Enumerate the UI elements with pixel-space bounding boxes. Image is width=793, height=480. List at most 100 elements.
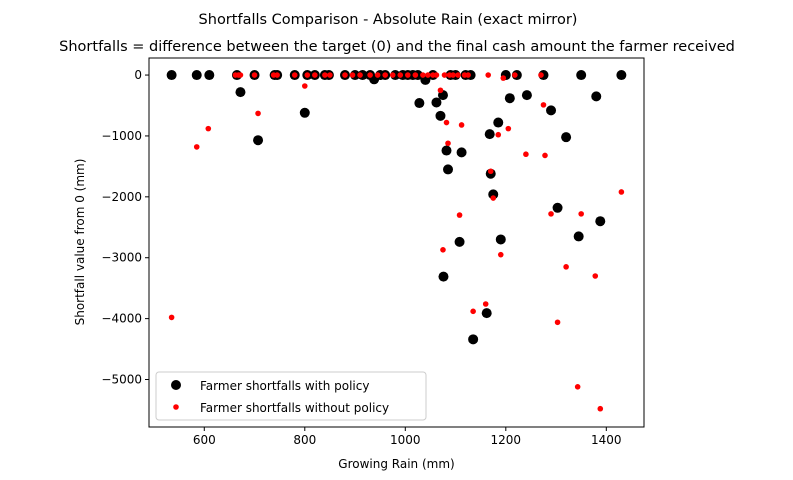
point-with-policy xyxy=(456,147,467,158)
point-without-policy xyxy=(255,110,261,117)
point-without-policy xyxy=(237,72,244,78)
point-without-policy xyxy=(465,72,471,78)
x-tick-label: 1400 xyxy=(591,433,622,447)
point-without-policy xyxy=(456,212,463,218)
y-tick-label: −4000 xyxy=(101,312,142,326)
y-tick-label: −1000 xyxy=(101,129,142,143)
y-tick-label: 0 xyxy=(134,68,142,82)
point-without-policy xyxy=(554,319,561,326)
y-tick-label: −3000 xyxy=(101,251,142,265)
point-without-policy xyxy=(482,301,489,307)
legend-label-with-policy: Farmer shortfalls with policy xyxy=(200,379,369,393)
point-without-policy xyxy=(440,247,446,253)
x-axis-label: Growing Rain (mm) xyxy=(338,457,454,471)
point-without-policy xyxy=(512,72,518,78)
point-without-policy xyxy=(382,72,388,78)
point-with-policy xyxy=(468,334,479,345)
point-without-policy xyxy=(592,273,599,279)
chart-suptitle: Shortfalls Comparison - Absolute Rain (e… xyxy=(199,12,578,28)
point-with-policy xyxy=(546,105,557,116)
point-without-policy xyxy=(490,195,497,201)
point-without-policy xyxy=(487,168,494,175)
legend-label-without-policy: Farmer shortfalls without policy xyxy=(200,401,389,415)
point-without-policy xyxy=(168,314,175,321)
x-tick-label: 800 xyxy=(293,433,316,447)
plot-area: 600 800 1000 1200 1400 0 −1000 −2000 −3000 −4000 −… xyxy=(101,68,627,447)
point-with-policy xyxy=(438,271,449,282)
point-with-policy xyxy=(552,202,563,213)
point-without-policy xyxy=(437,87,444,94)
point-without-policy xyxy=(291,72,298,78)
point-with-policy xyxy=(454,236,465,247)
point-without-policy xyxy=(497,251,504,258)
point-without-policy xyxy=(405,72,411,78)
point-without-policy xyxy=(304,72,311,78)
point-with-policy xyxy=(431,97,442,108)
point-with-policy xyxy=(443,164,454,175)
point-without-policy xyxy=(495,131,502,138)
x-tick-label: 1200 xyxy=(491,433,522,447)
legend-box xyxy=(155,371,427,421)
point-without-policy xyxy=(538,72,544,78)
y-tick-label: −2000 xyxy=(101,190,142,204)
point-without-policy xyxy=(505,125,512,132)
point-without-policy xyxy=(574,384,581,390)
point-without-policy xyxy=(397,72,404,78)
point-with-policy xyxy=(235,87,246,98)
point-without-policy xyxy=(455,72,461,78)
plot-frame xyxy=(148,57,645,428)
point-without-policy xyxy=(433,72,440,78)
point-with-policy xyxy=(484,129,495,140)
y-axis-label: Shortfall value from 0 (mm) xyxy=(73,159,87,326)
point-without-policy xyxy=(349,72,356,78)
point-without-policy xyxy=(357,72,363,78)
point-with-policy xyxy=(591,91,602,102)
point-without-policy xyxy=(322,72,328,78)
point-with-policy xyxy=(493,117,504,128)
point-without-policy xyxy=(301,83,308,89)
point-with-policy xyxy=(521,90,532,101)
x-tick-label: 1000 xyxy=(390,433,421,447)
point-without-policy xyxy=(485,72,492,78)
point-without-policy xyxy=(389,72,396,78)
point-with-policy xyxy=(204,70,215,81)
point-without-policy xyxy=(548,211,554,217)
point-without-policy xyxy=(578,211,584,217)
point-with-policy xyxy=(441,145,452,156)
point-without-policy xyxy=(367,72,373,78)
point-without-policy xyxy=(205,125,212,132)
point-without-policy xyxy=(618,189,625,195)
x-tick-label: 600 xyxy=(193,433,216,447)
point-without-policy xyxy=(470,308,476,315)
point-without-policy xyxy=(342,72,348,78)
point-without-policy xyxy=(274,72,280,78)
legend: Farmer shortfalls with policy Farmer sho… xyxy=(155,371,427,421)
point-with-policy xyxy=(299,107,310,118)
point-without-policy xyxy=(542,152,548,159)
point-without-policy xyxy=(251,72,258,78)
point-without-policy xyxy=(443,119,450,126)
point-with-policy xyxy=(573,231,584,242)
point-with-policy xyxy=(495,234,506,245)
point-with-policy xyxy=(191,70,202,81)
point-with-policy xyxy=(166,70,177,81)
point-without-policy xyxy=(523,151,529,158)
point-with-policy xyxy=(595,216,606,227)
point-without-policy xyxy=(540,102,547,108)
point-without-policy xyxy=(374,72,381,78)
point-with-policy xyxy=(616,70,627,81)
point-without-policy xyxy=(563,264,569,270)
chart-title: Shortfalls = difference between the targ… xyxy=(59,39,735,55)
point-without-policy xyxy=(193,144,200,150)
point-with-policy xyxy=(435,110,446,121)
point-without-policy xyxy=(312,72,318,78)
point-without-policy xyxy=(441,72,448,78)
point-with-policy xyxy=(504,93,515,104)
point-without-policy xyxy=(420,72,426,78)
legend-marker-with-policy xyxy=(171,380,181,390)
legend-marker-without-policy xyxy=(173,404,179,410)
point-without-policy xyxy=(500,75,507,81)
y-tick-label: −5000 xyxy=(101,373,142,387)
point-with-policy xyxy=(253,135,264,146)
